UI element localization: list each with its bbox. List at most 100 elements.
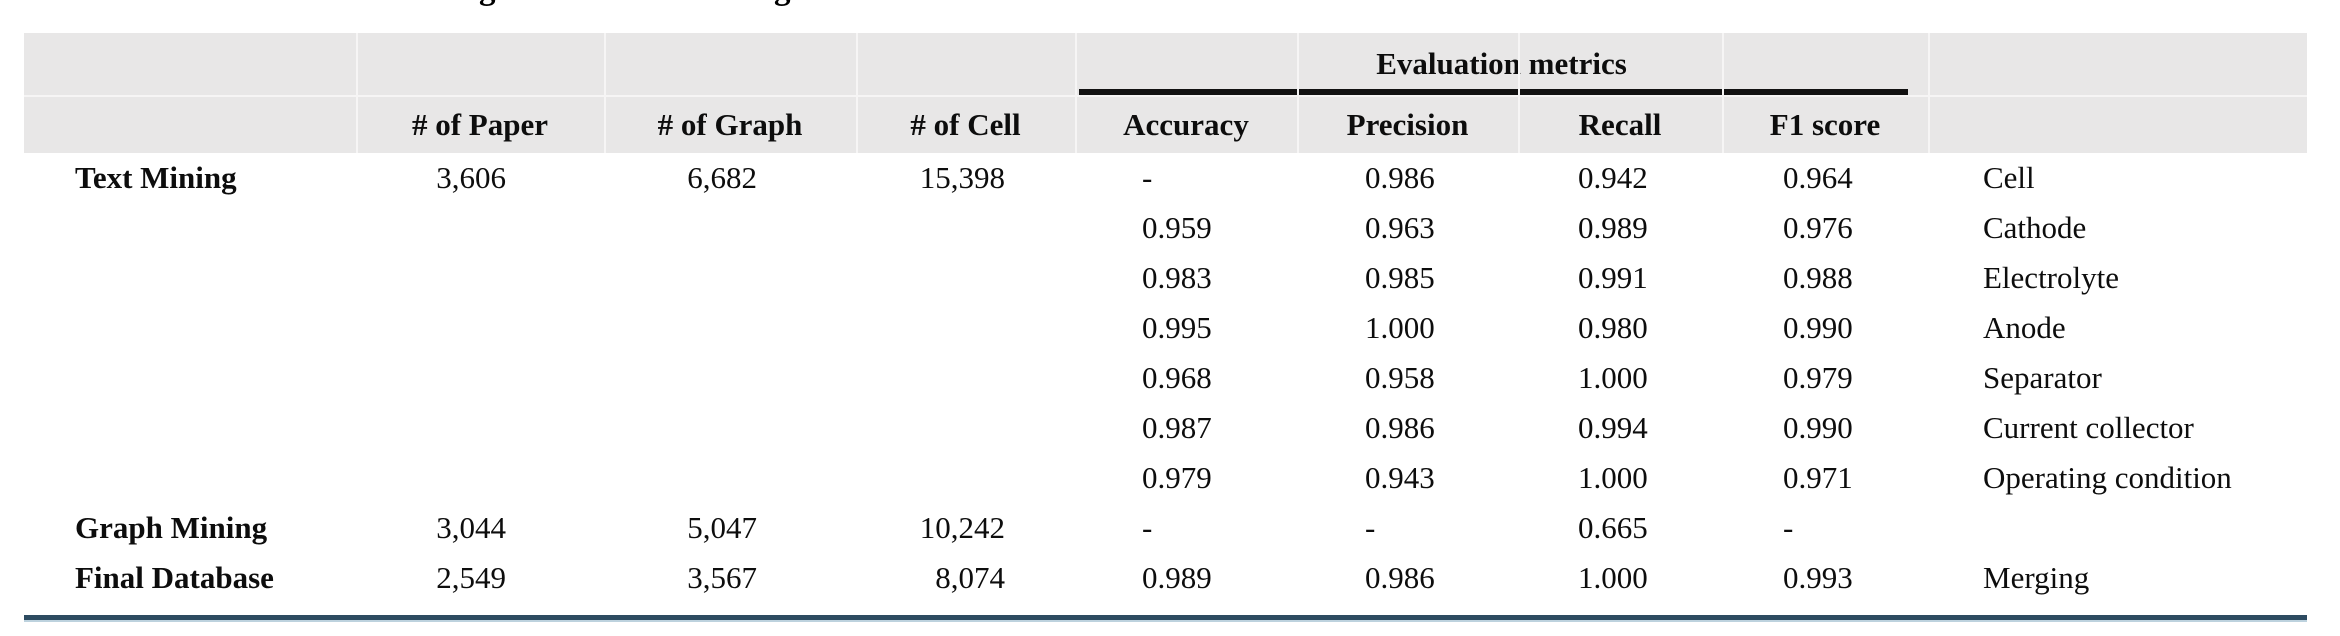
precision-value: 0.958 <box>1297 353 1518 403</box>
cells-value <box>856 253 1075 303</box>
column-header-rowlabel <box>24 95 356 153</box>
evaluation-table: Evaluation metrics # of Paper # of Graph… <box>24 33 2307 622</box>
graphs-value <box>604 403 856 453</box>
graphs-value <box>604 253 856 303</box>
table-row: Text Mining 3,606 6,682 15,398 - 0.986 0… <box>24 153 2307 203</box>
table-body: Text Mining 3,606 6,682 15,398 - 0.986 0… <box>24 153 2307 603</box>
cells-value <box>856 303 1075 353</box>
table-row: 0.987 0.986 0.994 0.990 Current collecto… <box>24 403 2307 453</box>
header-columns-row: # of Paper # of Graph # of Cell Accuracy… <box>24 95 2307 153</box>
papers-value <box>356 453 604 503</box>
cropped-caption-fragment: g g <box>0 0 2340 11</box>
precision-value: 0.986 <box>1297 553 1518 603</box>
header-column-separator <box>604 33 606 153</box>
row-label <box>24 453 356 503</box>
column-header-papers: # of Paper <box>356 95 604 153</box>
cells-value <box>856 453 1075 503</box>
recall-value: 0.942 <box>1518 153 1722 203</box>
column-header-category <box>1928 95 2307 153</box>
category-label: Anode <box>1928 303 2307 353</box>
table-row: 0.983 0.985 0.991 0.988 Electrolyte <box>24 253 2307 303</box>
papers-value: 3,606 <box>356 153 604 203</box>
evaluation-metrics-underline <box>1079 89 1908 95</box>
f1-value: 0.993 <box>1722 553 1928 603</box>
header-column-separator <box>1075 33 1077 153</box>
graphs-value <box>604 453 856 503</box>
table-header: Evaluation metrics # of Paper # of Graph… <box>24 33 2307 153</box>
header-group-spacer-right <box>1928 33 2307 95</box>
recall-value: 1.000 <box>1518 453 1722 503</box>
row-label <box>24 303 356 353</box>
f1-value: 0.971 <box>1722 453 1928 503</box>
precision-value: 0.986 <box>1297 403 1518 453</box>
cells-value: 15,398 <box>856 153 1075 203</box>
column-header-cells: # of Cell <box>856 95 1075 153</box>
bottom-rule-light <box>24 620 2307 622</box>
precision-value: 0.963 <box>1297 203 1518 253</box>
column-header-graphs: # of Graph <box>604 95 856 153</box>
caption-descender-2: g <box>774 0 791 8</box>
precision-value: 1.000 <box>1297 303 1518 353</box>
recall-value: 0.989 <box>1518 203 1722 253</box>
column-header-f1: F1 score <box>1722 95 1928 153</box>
papers-value <box>356 253 604 303</box>
recall-value: 0.665 <box>1518 503 1722 553</box>
table-row: 0.979 0.943 1.000 0.971 Operating condit… <box>24 453 2307 503</box>
header-column-separator <box>1722 33 1724 153</box>
header-column-separator <box>856 33 858 153</box>
precision-value: 0.943 <box>1297 453 1518 503</box>
papers-value <box>356 203 604 253</box>
cells-value: 8,074 <box>856 553 1075 603</box>
papers-value <box>356 403 604 453</box>
category-label: Separator <box>1928 353 2307 403</box>
header-column-separator <box>1297 33 1299 153</box>
f1-value: 0.990 <box>1722 403 1928 453</box>
row-label <box>24 203 356 253</box>
papers-value <box>356 353 604 403</box>
column-header-recall: Recall <box>1518 95 1722 153</box>
graphs-value <box>604 203 856 253</box>
cells-value <box>856 403 1075 453</box>
table-row: 0.959 0.963 0.989 0.976 Cathode <box>24 203 2307 253</box>
evaluation-metrics-group-header: Evaluation metrics <box>1075 33 1928 95</box>
papers-value <box>356 303 604 353</box>
row-label: Text Mining <box>24 153 356 203</box>
row-label <box>24 253 356 303</box>
category-label: Cathode <box>1928 203 2307 253</box>
caption-descender-1: g <box>479 0 496 8</box>
f1-value: 0.964 <box>1722 153 1928 203</box>
f1-value: 0.979 <box>1722 353 1928 403</box>
header-group-row: Evaluation metrics <box>24 33 2307 95</box>
papers-value: 3,044 <box>356 503 604 553</box>
recall-value: 1.000 <box>1518 353 1722 403</box>
table-row: 0.968 0.958 1.000 0.979 Separator <box>24 353 2307 403</box>
graphs-value: 5,047 <box>604 503 856 553</box>
category-label: Operating condition <box>1928 453 2307 503</box>
accuracy-value: 0.983 <box>1075 253 1297 303</box>
f1-value: 0.988 <box>1722 253 1928 303</box>
category-label: Electrolyte <box>1928 253 2307 303</box>
precision-value: - <box>1297 503 1518 553</box>
accuracy-value: 0.959 <box>1075 203 1297 253</box>
table-row: Final Database 2,549 3,567 8,074 0.989 0… <box>24 553 2307 603</box>
column-header-accuracy: Accuracy <box>1075 95 1297 153</box>
accuracy-value: 0.979 <box>1075 453 1297 503</box>
graphs-value <box>604 303 856 353</box>
evaluation-metrics-label: Evaluation metrics <box>1376 46 1627 81</box>
accuracy-value: 0.987 <box>1075 403 1297 453</box>
f1-value: - <box>1722 503 1928 553</box>
table-row: Graph Mining 3,044 5,047 10,242 - - 0.66… <box>24 503 2307 553</box>
graphs-value: 6,682 <box>604 153 856 203</box>
category-label: Merging <box>1928 553 2307 603</box>
f1-value: 0.976 <box>1722 203 1928 253</box>
papers-value: 2,549 <box>356 553 604 603</box>
accuracy-value: 0.995 <box>1075 303 1297 353</box>
header-column-separator <box>1518 33 1520 153</box>
header-column-separator <box>356 33 358 153</box>
accuracy-value: - <box>1075 503 1297 553</box>
row-label: Final Database <box>24 553 356 603</box>
bottom-rule-dark <box>24 615 2307 620</box>
cells-value <box>856 203 1075 253</box>
accuracy-value: 0.968 <box>1075 353 1297 403</box>
recall-value: 0.994 <box>1518 403 1722 453</box>
